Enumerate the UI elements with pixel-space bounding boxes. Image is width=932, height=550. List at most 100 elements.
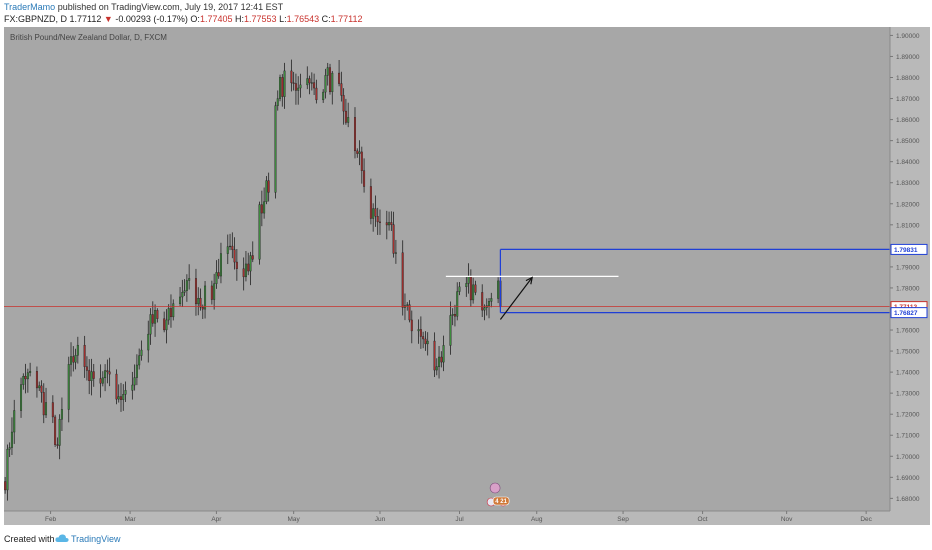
candle-up (394, 252, 397, 254)
price-tick-label: 1.71000 (896, 433, 920, 440)
symbol-label: FX:GBPNZD, D (4, 14, 68, 24)
candle-up (213, 283, 216, 300)
open-label: O: (190, 14, 200, 24)
candle-up (60, 409, 63, 420)
candle-up (265, 180, 268, 202)
candle-up (8, 447, 11, 450)
time-tick-label: Sep (617, 516, 629, 523)
candle-up (10, 431, 13, 448)
candle-up (197, 297, 200, 305)
candle-down (440, 356, 443, 363)
time-tick-label: Jun (375, 516, 386, 523)
candle-up (490, 298, 493, 302)
candle-down (194, 278, 197, 305)
candle-up (133, 377, 136, 386)
time-tick-label: Dec (860, 516, 872, 523)
price-label: 1.79831 (894, 247, 918, 254)
candle-up (322, 91, 325, 101)
time-tick-label: Feb (45, 516, 57, 523)
candle-down (260, 204, 263, 214)
candle-up (215, 272, 218, 284)
author-link[interactable]: TraderMamo (4, 2, 56, 12)
candle-down (24, 375, 27, 380)
candle-up (29, 371, 32, 373)
candle-up (13, 410, 16, 433)
candle-down (217, 272, 220, 277)
price-tick-label: 1.78000 (896, 285, 920, 292)
events-badge[interactable] (492, 496, 510, 506)
candle-up (483, 307, 486, 311)
candle-up (406, 304, 409, 306)
price-tick-label: 1.69000 (896, 475, 920, 482)
candle-down (233, 249, 236, 263)
candle-up (45, 402, 48, 416)
candle-down (88, 370, 91, 382)
time-axis-bg (4, 511, 930, 525)
price-tick-label: 1.82000 (896, 201, 920, 208)
projection-arrow-line[interactable] (499, 277, 533, 320)
candle-down (422, 336, 425, 340)
candle-up (154, 310, 157, 324)
time-tick-label: Jul (455, 516, 464, 523)
price-tick-label: 1.90000 (896, 33, 920, 40)
candle-down (313, 82, 316, 89)
candle-up (438, 356, 441, 367)
candle-up (417, 329, 420, 332)
candle-up (467, 276, 470, 284)
candle-up (458, 286, 461, 292)
price-tick-label: 1.81000 (896, 222, 920, 229)
candle-up (297, 87, 300, 91)
candle-down (51, 402, 54, 418)
candle-up (372, 208, 375, 219)
candle-up (244, 263, 247, 278)
candle-up (229, 245, 232, 248)
candle-up (388, 222, 391, 226)
candle-down (235, 261, 238, 269)
candle-down (115, 373, 118, 400)
publish-line: TraderMamo published on TradingView.com,… (4, 2, 283, 12)
candle-down (210, 285, 213, 300)
candle-up (435, 366, 438, 371)
candle-down (376, 216, 379, 223)
candle-up (188, 278, 191, 281)
candle-down (35, 371, 38, 389)
candle-down (42, 392, 45, 416)
earnings-event-icon[interactable] (489, 482, 501, 494)
candle-down (83, 344, 86, 367)
candle-up (465, 283, 468, 288)
candle-up (226, 246, 229, 254)
tradingview-brand-link[interactable]: TradingView (71, 534, 121, 544)
candle-up (165, 319, 168, 331)
price-tick-label: 1.74000 (896, 370, 920, 377)
candle-up (358, 151, 361, 154)
candlestick-chart[interactable]: British Pound/New Zealand Dollar, D, FXC… (4, 27, 930, 525)
candle-down (156, 310, 159, 319)
time-axis[interactable]: Feb Mar Apr May Jun Jul Aug Sep Oct Nov Dec (4, 510, 930, 525)
candle-up (122, 394, 125, 400)
chart-area[interactable]: British Pound/New Zealand Dollar, D, FXC… (4, 27, 930, 525)
projection-arrow-head-icon[interactable] (525, 276, 534, 285)
candle-down (363, 170, 366, 187)
drawings[interactable]: 4 21 (4, 248, 890, 507)
candle-down (85, 366, 88, 371)
candle-down (424, 338, 427, 345)
time-tick-label: Nov (781, 516, 793, 523)
price-tick-label: 1.83000 (896, 180, 920, 187)
price-axis[interactable]: 1.90000 1.89000 1.88000 1.87000 1.86000 1.850… (889, 27, 930, 525)
candle-down (329, 67, 331, 93)
ohlc-line: FX:GBPNZD, D 1.77112 ▼ -0.00293 (-0.17%)… (4, 14, 363, 24)
candle-up (426, 340, 429, 345)
candle-up (442, 345, 445, 363)
candle-up (279, 77, 282, 99)
candle-up (497, 280, 500, 299)
candle-down (56, 444, 59, 446)
candle-down (353, 117, 356, 152)
candle-up (101, 377, 104, 384)
candle-up (104, 370, 107, 379)
candle-up (451, 314, 454, 316)
candle-down (401, 252, 404, 308)
time-tick-label: May (288, 516, 301, 523)
chart-header: TraderMamo published on TradingView.com,… (0, 0, 932, 26)
candle-up (138, 355, 141, 366)
price-label: 1.76827 (894, 310, 918, 317)
